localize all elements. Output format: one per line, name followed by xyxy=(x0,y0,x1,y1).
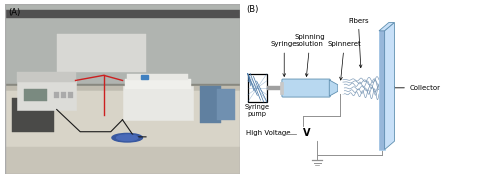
Text: (B): (B) xyxy=(246,5,258,14)
Bar xyxy=(267,86,281,90)
Bar xyxy=(12,98,54,132)
Text: Spinning
solution: Spinning solution xyxy=(294,35,326,76)
Text: Spinneret: Spinneret xyxy=(328,41,361,80)
Bar xyxy=(24,89,48,101)
Bar xyxy=(17,79,76,109)
Bar xyxy=(5,147,240,174)
Bar xyxy=(5,86,240,89)
Text: V: V xyxy=(303,129,310,138)
Bar xyxy=(142,75,148,79)
Bar xyxy=(338,83,343,93)
Polygon shape xyxy=(384,23,394,150)
Bar xyxy=(5,4,240,86)
Bar xyxy=(216,89,236,120)
Bar xyxy=(5,10,240,17)
Polygon shape xyxy=(330,80,338,96)
Bar xyxy=(127,74,188,80)
Bar xyxy=(62,92,66,98)
Bar xyxy=(248,74,267,102)
Polygon shape xyxy=(379,23,394,31)
Bar xyxy=(5,86,240,149)
Ellipse shape xyxy=(112,134,142,142)
Bar xyxy=(280,82,283,94)
Bar xyxy=(379,31,384,150)
Bar xyxy=(296,127,317,140)
FancyBboxPatch shape xyxy=(282,79,331,97)
Bar xyxy=(68,92,73,98)
Bar xyxy=(200,86,221,123)
Text: High Voltage: High Voltage xyxy=(246,130,291,137)
Bar xyxy=(125,79,190,89)
Bar xyxy=(122,86,193,120)
Text: Syringe: Syringe xyxy=(271,41,297,76)
Ellipse shape xyxy=(116,135,138,140)
Bar xyxy=(5,84,240,89)
Text: Syringe
pump: Syringe pump xyxy=(245,104,270,117)
Bar xyxy=(56,34,146,72)
Bar xyxy=(17,72,76,82)
Bar xyxy=(54,92,59,98)
Text: Collector: Collector xyxy=(392,85,441,91)
Text: Fibers: Fibers xyxy=(348,18,368,68)
Text: (A): (A) xyxy=(8,8,21,17)
